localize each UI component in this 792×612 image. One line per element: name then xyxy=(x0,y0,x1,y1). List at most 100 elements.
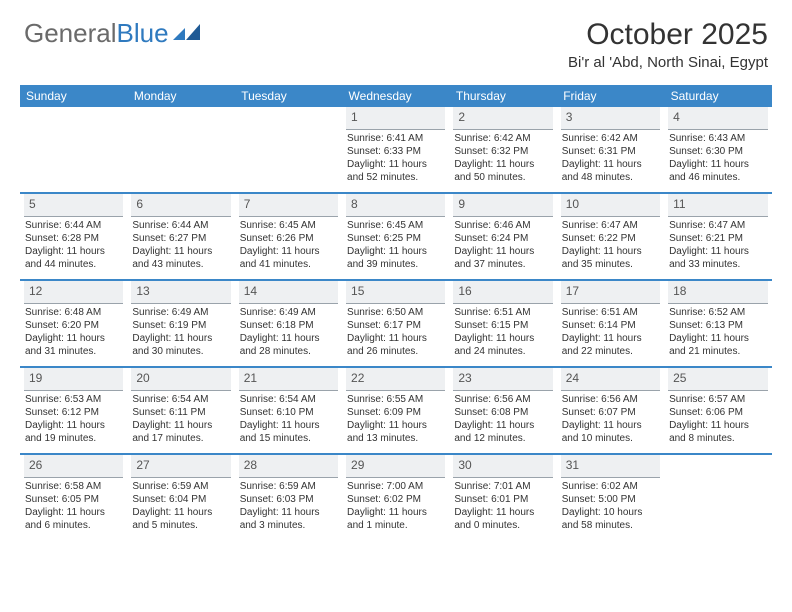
sunset-line: Sunset: 6:10 PM xyxy=(240,406,337,419)
sunset-line: Sunset: 6:32 PM xyxy=(454,145,551,158)
day-info: Sunrise: 6:49 AMSunset: 6:19 PMDaylight:… xyxy=(131,306,230,358)
daylight-line: Daylight: 11 hours and 15 minutes. xyxy=(240,419,337,445)
day-info: Sunrise: 6:43 AMSunset: 6:30 PMDaylight:… xyxy=(668,132,767,184)
day-cell: 2Sunrise: 6:42 AMSunset: 6:32 PMDaylight… xyxy=(449,107,556,193)
day-info: Sunrise: 6:52 AMSunset: 6:13 PMDaylight:… xyxy=(668,306,767,358)
day-cell: 19Sunrise: 6:53 AMSunset: 6:12 PMDayligh… xyxy=(20,368,127,454)
sunrise-line: Sunrise: 6:55 AM xyxy=(347,393,444,406)
day-cell: 9Sunrise: 6:46 AMSunset: 6:24 PMDaylight… xyxy=(449,194,556,280)
daylight-line: Daylight: 11 hours and 5 minutes. xyxy=(132,506,229,532)
sunset-line: Sunset: 6:15 PM xyxy=(454,319,551,332)
day-cell: 28Sunrise: 6:59 AMSunset: 6:03 PMDayligh… xyxy=(235,455,342,541)
daylight-line: Daylight: 11 hours and 44 minutes. xyxy=(25,245,122,271)
day-cell xyxy=(235,107,342,193)
sunset-line: Sunset: 6:31 PM xyxy=(562,145,659,158)
day-number: 26 xyxy=(24,455,123,478)
sunset-line: Sunset: 6:02 PM xyxy=(347,493,444,506)
day-info: Sunrise: 6:45 AMSunset: 6:25 PMDaylight:… xyxy=(346,219,445,271)
sunrise-line: Sunrise: 6:51 AM xyxy=(562,306,659,319)
daylight-line: Daylight: 11 hours and 39 minutes. xyxy=(347,245,444,271)
day-cell xyxy=(20,107,127,193)
day-info: Sunrise: 6:57 AMSunset: 6:06 PMDaylight:… xyxy=(668,393,767,445)
daylight-line: Daylight: 11 hours and 31 minutes. xyxy=(25,332,122,358)
sunset-line: Sunset: 6:09 PM xyxy=(347,406,444,419)
location-text: Bi'r al 'Abd, North Sinai, Egypt xyxy=(568,54,768,71)
day-cell: 20Sunrise: 6:54 AMSunset: 6:11 PMDayligh… xyxy=(127,368,234,454)
sunset-line: Sunset: 6:06 PM xyxy=(669,406,766,419)
sunrise-line: Sunrise: 6:46 AM xyxy=(454,219,551,232)
sunrise-line: Sunrise: 6:45 AM xyxy=(347,219,444,232)
sunrise-line: Sunrise: 6:58 AM xyxy=(25,480,122,493)
sunset-line: Sunset: 6:18 PM xyxy=(240,319,337,332)
day-info: Sunrise: 6:54 AMSunset: 6:11 PMDaylight:… xyxy=(131,393,230,445)
day-info: Sunrise: 6:48 AMSunset: 6:20 PMDaylight:… xyxy=(24,306,123,358)
logo-mark-icon xyxy=(173,18,201,49)
day-cell: 21Sunrise: 6:54 AMSunset: 6:10 PMDayligh… xyxy=(235,368,342,454)
calendar-table: SundayMondayTuesdayWednesdayThursdayFrid… xyxy=(20,85,772,541)
day-info: Sunrise: 6:55 AMSunset: 6:09 PMDaylight:… xyxy=(346,393,445,445)
week-row: 26Sunrise: 6:58 AMSunset: 6:05 PMDayligh… xyxy=(20,455,772,541)
sunset-line: Sunset: 6:05 PM xyxy=(25,493,122,506)
week-row: 5Sunrise: 6:44 AMSunset: 6:28 PMDaylight… xyxy=(20,194,772,280)
sunset-line: Sunset: 6:08 PM xyxy=(454,406,551,419)
daylight-line: Daylight: 11 hours and 50 minutes. xyxy=(454,158,551,184)
day-cell: 18Sunrise: 6:52 AMSunset: 6:13 PMDayligh… xyxy=(664,281,771,367)
day-cell: 16Sunrise: 6:51 AMSunset: 6:15 PMDayligh… xyxy=(449,281,556,367)
daylight-line: Daylight: 11 hours and 10 minutes. xyxy=(562,419,659,445)
day-info: Sunrise: 6:54 AMSunset: 6:10 PMDaylight:… xyxy=(239,393,338,445)
day-number: 10 xyxy=(561,194,660,217)
sunset-line: Sunset: 6:19 PM xyxy=(132,319,229,332)
sunrise-line: Sunrise: 6:44 AM xyxy=(25,219,122,232)
title-block: October 2025 Bi'r al 'Abd, North Sinai, … xyxy=(568,18,768,71)
sunrise-line: Sunrise: 6:57 AM xyxy=(669,393,766,406)
day-number: 9 xyxy=(453,194,552,217)
sunrise-line: Sunrise: 6:49 AM xyxy=(132,306,229,319)
daylight-line: Daylight: 11 hours and 37 minutes. xyxy=(454,245,551,271)
day-cell: 17Sunrise: 6:51 AMSunset: 6:14 PMDayligh… xyxy=(557,281,664,367)
daylight-line: Daylight: 11 hours and 22 minutes. xyxy=(562,332,659,358)
sunset-line: Sunset: 6:26 PM xyxy=(240,232,337,245)
day-cell: 12Sunrise: 6:48 AMSunset: 6:20 PMDayligh… xyxy=(20,281,127,367)
sunrise-line: Sunrise: 6:48 AM xyxy=(25,306,122,319)
day-number: 31 xyxy=(561,455,660,478)
day-number: 16 xyxy=(453,281,552,304)
day-number: 13 xyxy=(131,281,230,304)
daylight-line: Daylight: 11 hours and 41 minutes. xyxy=(240,245,337,271)
sunrise-line: Sunrise: 6:59 AM xyxy=(240,480,337,493)
sunset-line: Sunset: 6:17 PM xyxy=(347,319,444,332)
daylight-line: Daylight: 11 hours and 17 minutes. xyxy=(132,419,229,445)
sunrise-line: Sunrise: 6:50 AM xyxy=(347,306,444,319)
daylight-line: Daylight: 11 hours and 12 minutes. xyxy=(454,419,551,445)
day-number: 3 xyxy=(561,107,660,130)
day-info: Sunrise: 7:00 AMSunset: 6:02 PMDaylight:… xyxy=(346,480,445,532)
day-info: Sunrise: 6:59 AMSunset: 6:03 PMDaylight:… xyxy=(239,480,338,532)
day-cell xyxy=(664,455,771,541)
sunrise-line: Sunrise: 6:43 AM xyxy=(669,132,766,145)
day-cell: 11Sunrise: 6:47 AMSunset: 6:21 PMDayligh… xyxy=(664,194,771,280)
logo: GeneralBlue xyxy=(24,18,201,49)
day-info: Sunrise: 6:47 AMSunset: 6:21 PMDaylight:… xyxy=(668,219,767,271)
sunset-line: Sunset: 6:12 PM xyxy=(25,406,122,419)
sunrise-line: Sunrise: 7:00 AM xyxy=(347,480,444,493)
day-cell: 6Sunrise: 6:44 AMSunset: 6:27 PMDaylight… xyxy=(127,194,234,280)
day-number: 8 xyxy=(346,194,445,217)
day-number: 23 xyxy=(453,368,552,391)
daylight-line: Daylight: 11 hours and 8 minutes. xyxy=(669,419,766,445)
sunset-line: Sunset: 6:11 PM xyxy=(132,406,229,419)
day-info: Sunrise: 6:56 AMSunset: 6:07 PMDaylight:… xyxy=(561,393,660,445)
day-cell: 15Sunrise: 6:50 AMSunset: 6:17 PMDayligh… xyxy=(342,281,449,367)
sunset-line: Sunset: 6:01 PM xyxy=(454,493,551,506)
day-cell: 27Sunrise: 6:59 AMSunset: 6:04 PMDayligh… xyxy=(127,455,234,541)
day-info: Sunrise: 6:58 AMSunset: 6:05 PMDaylight:… xyxy=(24,480,123,532)
day-number: 24 xyxy=(561,368,660,391)
sunset-line: Sunset: 6:25 PM xyxy=(347,232,444,245)
daylight-line: Daylight: 11 hours and 0 minutes. xyxy=(454,506,551,532)
sunset-line: Sunset: 6:30 PM xyxy=(669,145,766,158)
day-header: Sunday xyxy=(20,85,127,107)
month-title: October 2025 xyxy=(568,18,768,52)
daylight-line: Daylight: 11 hours and 35 minutes. xyxy=(562,245,659,271)
day-cell xyxy=(127,107,234,193)
daylight-line: Daylight: 11 hours and 3 minutes. xyxy=(240,506,337,532)
daylight-line: Daylight: 11 hours and 48 minutes. xyxy=(562,158,659,184)
daylight-line: Daylight: 11 hours and 21 minutes. xyxy=(669,332,766,358)
